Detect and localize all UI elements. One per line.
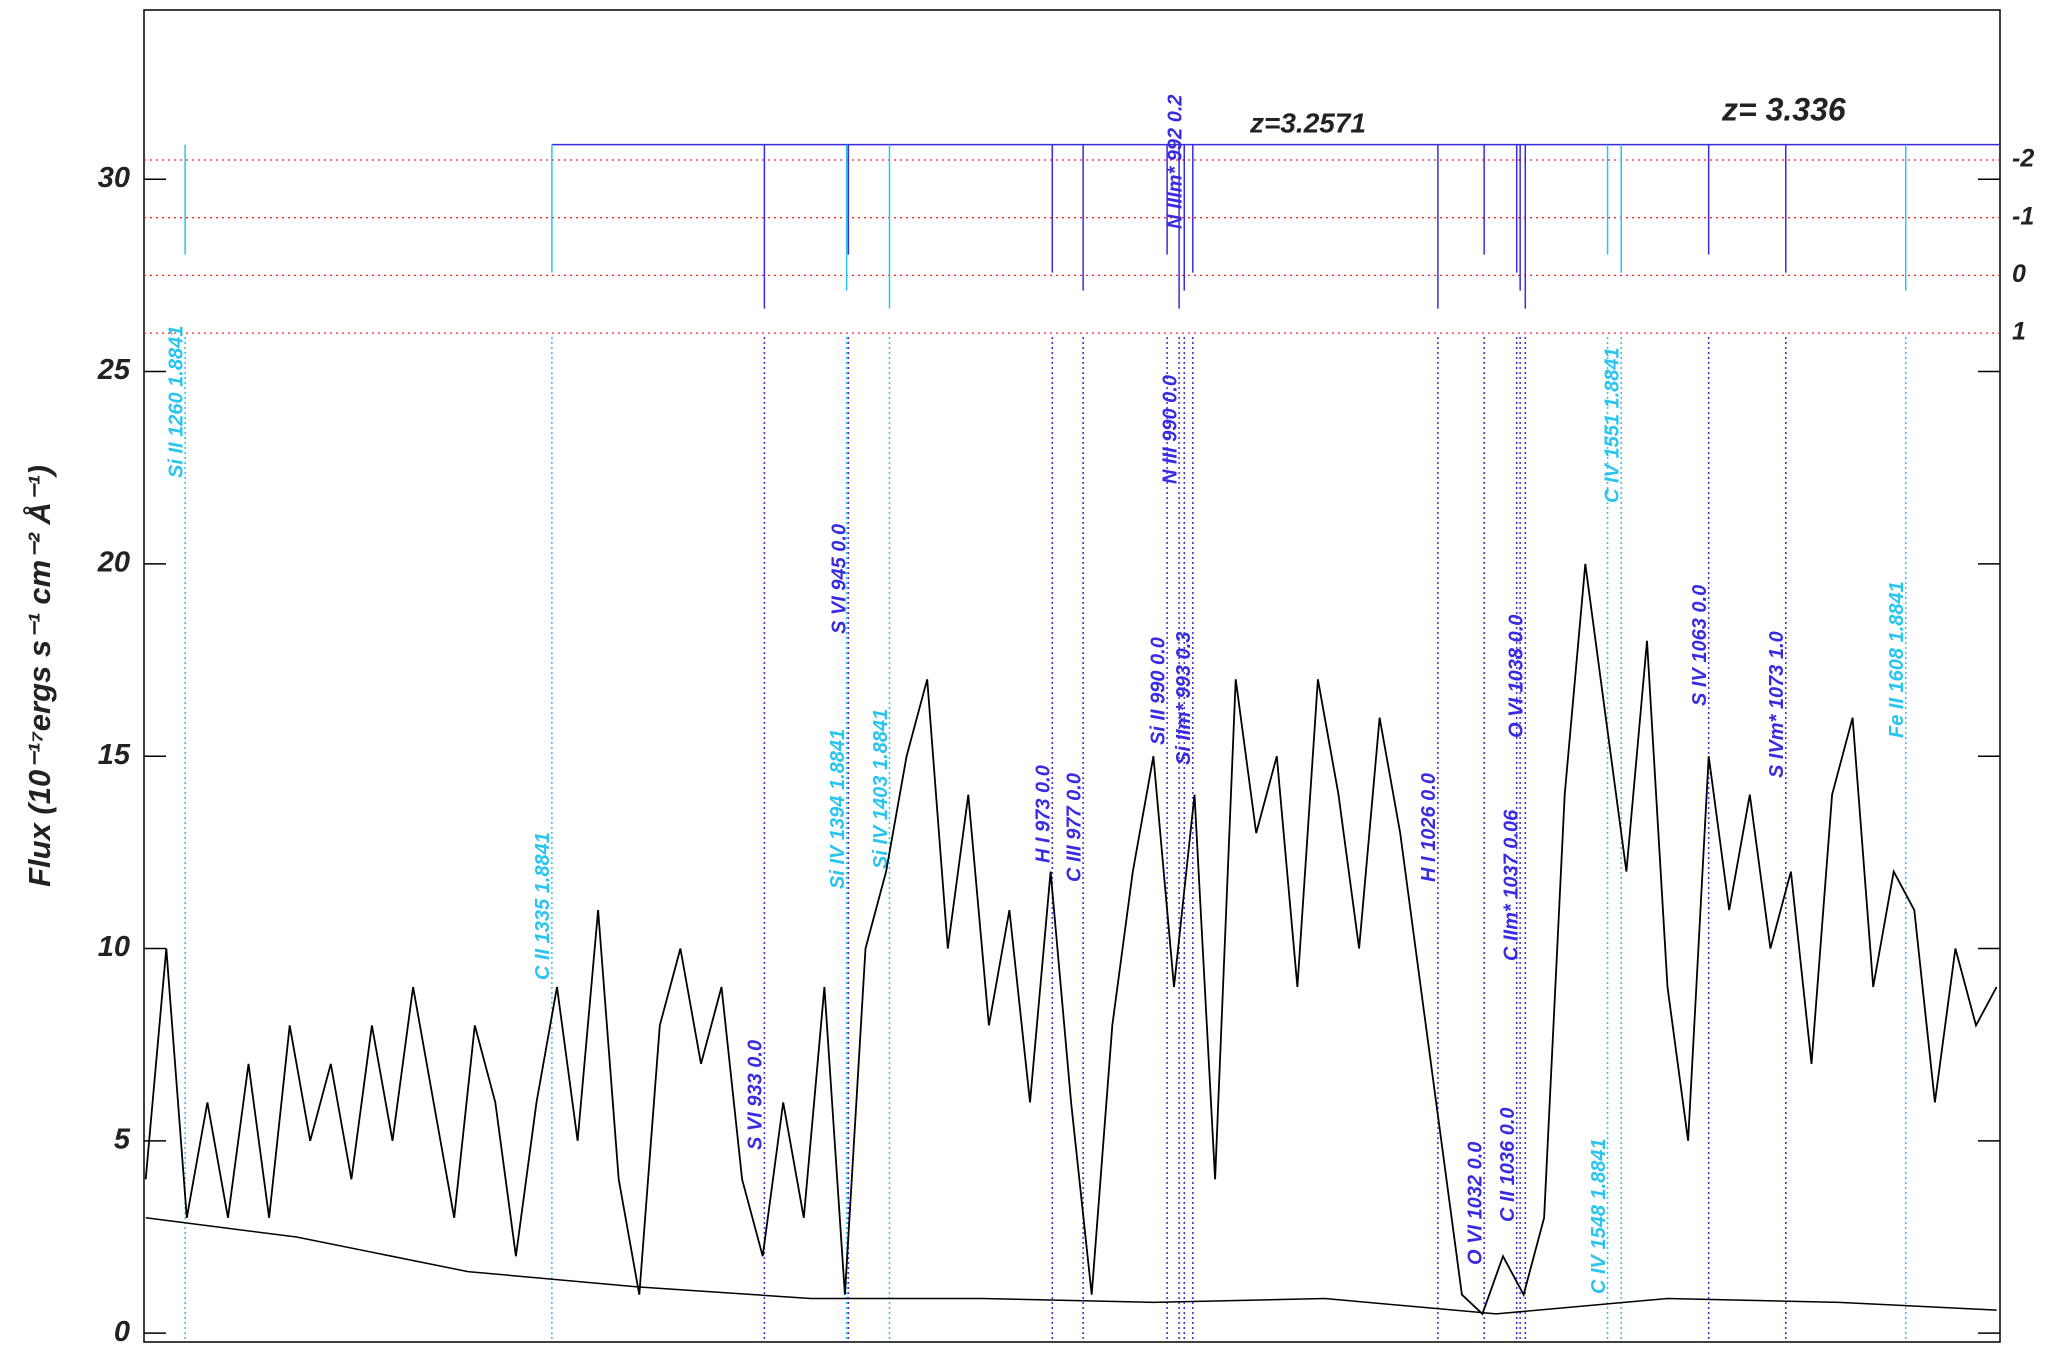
line-label: O VI 1038 0.0: [1506, 615, 1528, 738]
y-tick-label: 25: [97, 354, 131, 386]
line-label: S IVm* 1073 1.0: [1766, 631, 1788, 778]
flux-line: [144, 563, 1998, 1316]
level-label: -1: [2012, 202, 2034, 230]
y-tick-label: 10: [98, 931, 130, 963]
error-line: [145, 1217, 1997, 1315]
line-label: C II 1335 1.8841: [532, 832, 554, 980]
y-tick-label: 5: [114, 1123, 131, 1155]
line-label: S VI 945 0.0: [829, 524, 851, 634]
line-label: N IIIm* 992 0.2: [1165, 94, 1187, 229]
y-tick-label: 15: [98, 739, 131, 771]
line-label: N III 990 0.0: [1159, 375, 1181, 484]
line-label: Fe II 1608 1.8841: [1886, 581, 1908, 738]
y-tick-label: 30: [98, 162, 130, 194]
line-label: C IIm* 1037 0.06: [1500, 809, 1522, 961]
line-label: H I 973 0.0: [1033, 765, 1055, 863]
line-label: Si II 990 0.0: [1147, 637, 1169, 745]
line-label: O VI 1032 0.0: [1464, 1142, 1486, 1265]
line-label: S VI 933 0.0: [745, 1040, 767, 1150]
line-label: Si IV 1403 1.8841: [870, 709, 892, 869]
annotation: z=3.2571: [1249, 107, 1366, 138]
plot-frame: [143, 9, 2001, 1343]
line-label: Si IV 1394 1.8841: [827, 729, 849, 889]
line-label: C II 1036 0.0: [1497, 1107, 1519, 1222]
line-label: C III 977 0.0: [1063, 773, 1085, 882]
level-label: 0: [2012, 260, 2026, 288]
line-label: H I 1026 0.0: [1418, 773, 1440, 882]
line-label: Si II 1260 1.8841: [165, 326, 187, 478]
y-tick-label: 0: [114, 1316, 130, 1348]
line-label: S IV 1063 0.0: [1689, 585, 1711, 706]
annotation: z= 3.336: [1721, 91, 1846, 127]
y-tick-label: 20: [97, 547, 130, 579]
line-label: C IV 1551 1.8841: [1602, 347, 1624, 503]
y-axis-label: Flux (10⁻¹⁷ergs s⁻¹ cm⁻² Å⁻¹): [22, 465, 57, 887]
line-label: C IV 1548 1.8841: [1588, 1138, 1610, 1294]
level-label: -2: [2012, 145, 2034, 173]
level-label: 1: [2012, 318, 2026, 346]
